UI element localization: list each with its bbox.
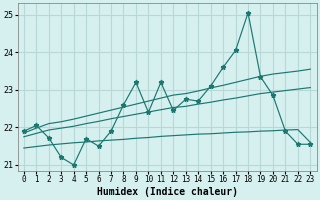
X-axis label: Humidex (Indice chaleur): Humidex (Indice chaleur) — [97, 186, 237, 197]
